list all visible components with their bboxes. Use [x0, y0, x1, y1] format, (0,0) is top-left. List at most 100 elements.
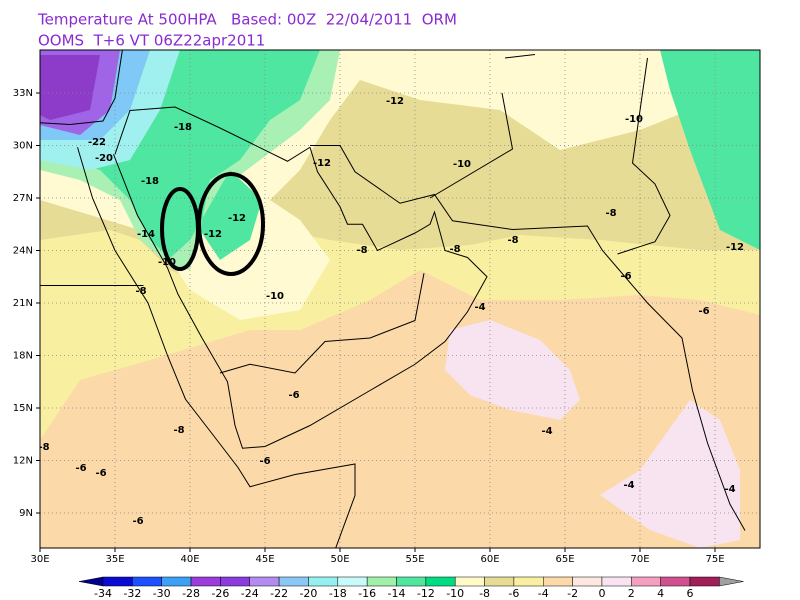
- lon-label: 35E: [105, 554, 124, 565]
- contour-label: -6: [288, 390, 299, 401]
- coastline: [77, 147, 356, 548]
- contour-label: -20: [95, 153, 113, 164]
- colorbar-box: [366, 576, 397, 587]
- map: -22 -20 -18 -18 -14 -10 -12 -12 -12 -12 -10 -10 -10 -…: [38, 50, 760, 548]
- contour-label: -8: [605, 208, 616, 219]
- lat-label: 12N: [13, 456, 33, 467]
- contour-label: -10: [158, 257, 176, 268]
- lon-label: 65E: [555, 554, 574, 565]
- coastline: [40, 50, 123, 126]
- colorbar-label: -32: [123, 587, 141, 600]
- colorbar-box: [190, 576, 221, 587]
- colorbar-box: [543, 576, 573, 587]
- lat-label: 9N: [19, 508, 33, 519]
- lat-label: 21N: [13, 298, 33, 309]
- colorbar-label: -8: [479, 587, 490, 600]
- colorbar-box: [689, 576, 720, 587]
- contour-label: -12: [204, 229, 222, 240]
- lon-label: 30E: [30, 554, 49, 565]
- contour-label: -6: [698, 306, 709, 317]
- contour-label: -18: [141, 176, 159, 187]
- contour-label: -6: [259, 456, 270, 467]
- colorbar-box: [220, 576, 250, 587]
- colorbar-label: -2: [567, 587, 578, 600]
- contour-label: -4: [623, 480, 634, 491]
- colorbar-box: [308, 576, 339, 587]
- colorbar-label: -6: [508, 587, 519, 600]
- contour-label: -6: [620, 271, 631, 282]
- colorbar-box: [132, 576, 162, 587]
- colorbar-label: 4: [657, 587, 664, 600]
- contour-label: -6: [75, 463, 86, 474]
- contour-label: -18: [174, 122, 192, 133]
- coastlines: [40, 50, 746, 548]
- field-region: [40, 55, 100, 120]
- colorbar-label: -12: [417, 587, 435, 600]
- contour-label: -12: [386, 96, 404, 107]
- coastline: [219, 273, 425, 374]
- colorbar-box: [278, 576, 309, 587]
- colorbar-box: [249, 576, 280, 587]
- colorbar-box: [454, 576, 485, 587]
- coastline: [113, 147, 488, 449]
- lon-label: 45E: [255, 554, 274, 565]
- title-line-2: OOMS T+6 VT 06Z22apr2011: [38, 32, 265, 50]
- coastline: [617, 57, 671, 255]
- contour-label: -10: [266, 291, 284, 302]
- contour-label: -8: [507, 235, 518, 246]
- colorbar-label: -26: [211, 587, 229, 600]
- lon-label: 40E: [180, 554, 199, 565]
- colorbar-box: [601, 576, 632, 587]
- colorbar-box: [102, 576, 133, 587]
- colorbar-label: -30: [153, 587, 171, 600]
- contour-label: -14: [137, 229, 155, 240]
- lon-label: 55E: [405, 554, 424, 565]
- contour-label: -12: [726, 242, 744, 253]
- colorbar-label: 0: [598, 587, 605, 600]
- contour-label: -12: [228, 213, 246, 224]
- colorbar-label: -34: [94, 587, 112, 600]
- colorbar-label: -16: [358, 587, 376, 600]
- coastline: [310, 145, 746, 531]
- colorbar-box: [660, 576, 691, 587]
- map-frame: [39, 49, 761, 549]
- colorbar-box: [484, 576, 515, 587]
- field-region: [600, 400, 740, 548]
- colorbar-arrow: [719, 576, 744, 587]
- contour-label: -8: [356, 245, 367, 256]
- colorbar-box: [396, 576, 427, 587]
- colorbar-box: [572, 576, 603, 587]
- contour-label: -12: [313, 158, 331, 169]
- contour-label: -10: [625, 114, 643, 125]
- colorbar-label: 6: [687, 587, 694, 600]
- axes: 33N 30N 27N 24N 21N 18N 15N 12N 9N 30E 35E 40E 45E 50…: [13, 88, 725, 565]
- colorbar-label: -24: [241, 587, 259, 600]
- coastline: [504, 54, 536, 59]
- contour-label: -6: [132, 516, 143, 527]
- contour-label: -6: [95, 468, 106, 479]
- colorbar-label: -20: [299, 587, 317, 600]
- coastline: [114, 106, 311, 162]
- contour-labels: -22 -20 -18 -18 -14 -10 -12 -12 -12 -12 -10 -10 -10 -…: [38, 96, 744, 527]
- lat-label: 30N: [13, 141, 33, 152]
- lon-label: 50E: [330, 554, 349, 565]
- colorbar-label: -14: [388, 587, 406, 600]
- colorbar-box: [425, 576, 456, 587]
- colorbar-label: 2: [628, 587, 635, 600]
- contour-label: -8: [135, 286, 146, 297]
- colorbar-label: -22: [270, 587, 288, 600]
- contour-label: -4: [724, 484, 735, 495]
- colorbar: -34 -32 -30 -28 -26 -24 -22 -20 -18 -16 -14 -12 -10-…: [78, 576, 744, 600]
- colorbar-label: -28: [182, 587, 200, 600]
- contour-label: -8: [38, 442, 49, 453]
- colorbar-label: -10: [446, 587, 464, 600]
- coastline: [429, 92, 514, 199]
- colorbar-arrow: [78, 576, 104, 587]
- lon-label: 75E: [705, 554, 724, 565]
- contour-label: -4: [541, 426, 552, 437]
- colorbar-box: [513, 576, 544, 587]
- field-region: [445, 320, 580, 420]
- contour-label: -8: [173, 425, 184, 436]
